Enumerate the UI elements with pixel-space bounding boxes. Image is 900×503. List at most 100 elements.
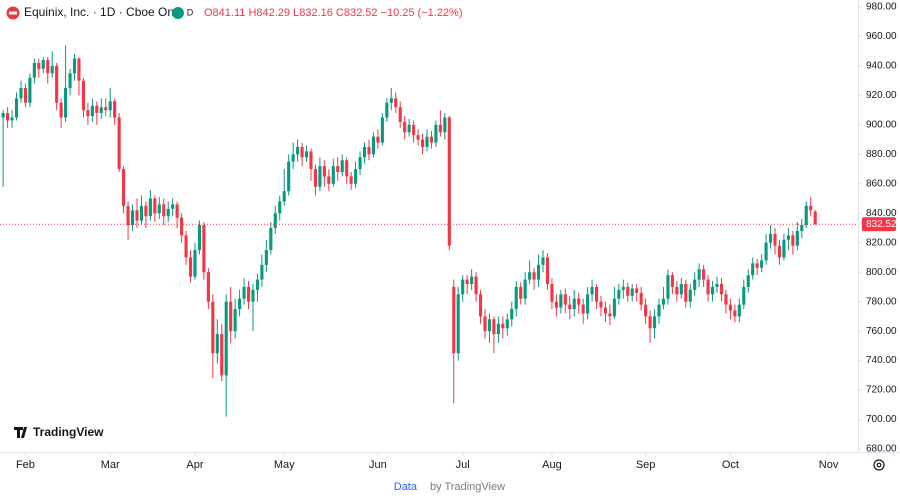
- candle-body: [215, 334, 219, 354]
- candle-body: [728, 304, 732, 311]
- candle-body: [715, 283, 719, 287]
- candle-body: [760, 260, 764, 268]
- x-tick-label: Aug: [542, 459, 562, 471]
- candle-body: [443, 117, 447, 133]
- candle-body: [139, 205, 143, 221]
- candle-body: [590, 286, 594, 295]
- y-tick-label: 820.00: [866, 237, 897, 248]
- badge: D: [187, 7, 194, 17]
- x-tick-label: Jul: [456, 459, 470, 471]
- candle-body: [117, 117, 121, 170]
- candle-body: [23, 88, 27, 103]
- candle-body: [425, 136, 429, 147]
- candle-body: [331, 166, 335, 184]
- candle-body: [99, 107, 103, 114]
- y-tick-label: 700.00: [866, 414, 897, 425]
- ohlc-legend: O841.11 H842.29 L832.16 C832.52 −10.25 (…: [204, 7, 463, 19]
- candle-body: [447, 117, 451, 246]
- candle-body: [652, 316, 657, 329]
- candle-body: [220, 334, 224, 376]
- candle-body: [10, 117, 14, 121]
- candle-body: [608, 313, 612, 317]
- candle-body: [635, 288, 639, 293]
- candle-body: [291, 154, 295, 162]
- candle-body: [46, 60, 50, 74]
- candle-body: [211, 301, 215, 354]
- candle-body: [184, 235, 188, 258]
- candle-body: [260, 264, 264, 280]
- candle-body: [122, 169, 126, 206]
- candle-body: [304, 151, 309, 158]
- candle-body: [706, 279, 710, 295]
- candle-body: [95, 105, 99, 114]
- candle-body: [804, 205, 808, 226]
- candle-body: [41, 60, 45, 69]
- candle-body: [380, 117, 384, 143]
- candle-body: [786, 235, 790, 240]
- candle-body: [206, 272, 210, 302]
- candle-body: [113, 101, 117, 118]
- candle-body: [568, 304, 572, 310]
- x-tick-label: Feb: [16, 459, 35, 471]
- y-tick-label: 960.00: [866, 31, 897, 42]
- candle-body: [456, 294, 460, 354]
- candle-body: [358, 157, 362, 170]
- candle-body: [394, 98, 398, 108]
- candle-body: [86, 110, 90, 117]
- x-tick-label: Apr: [186, 459, 203, 471]
- candle-body: [764, 242, 768, 261]
- settings-icon[interactable]: [873, 459, 885, 471]
- candle-body: [617, 289, 621, 299]
- candle-body: [282, 191, 286, 202]
- candle-body: [287, 161, 291, 192]
- candle-body: [755, 263, 759, 268]
- candle-body: [412, 124, 416, 136]
- candle-body: [461, 279, 465, 295]
- candle-body: [327, 176, 331, 184]
- candle-body: [586, 294, 590, 314]
- footer-link[interactable]: Data: [394, 481, 418, 493]
- candle-body: [166, 208, 170, 217]
- candle-body: [229, 301, 233, 332]
- candle-body: [809, 205, 813, 211]
- candle-body: [630, 288, 634, 296]
- candle-body: [724, 294, 728, 305]
- candle-body: [398, 107, 402, 122]
- candle-body: [50, 65, 54, 74]
- x-tick-label: Jun: [369, 459, 387, 471]
- candle-body: [626, 286, 630, 296]
- y-tick-label: 880.00: [866, 149, 897, 160]
- candle-body: [563, 294, 567, 305]
- candle-body: [371, 136, 376, 155]
- candle-body: [487, 319, 492, 332]
- candle-body: [188, 257, 193, 277]
- candle-body: [1, 113, 5, 118]
- y-tick-label: 760.00: [866, 326, 897, 337]
- candle-body: [648, 316, 652, 329]
- candle-body: [465, 279, 469, 284]
- y-tick-label: 840.00: [866, 208, 897, 219]
- candle-body: [532, 272, 536, 280]
- candle-body: [416, 135, 420, 140]
- candle-body: [483, 316, 487, 332]
- y-tick-label: 740.00: [866, 355, 897, 366]
- candle-body: [32, 62, 36, 78]
- candle-body: [621, 286, 625, 290]
- candle-body: [420, 139, 425, 147]
- y-tick-label: 900.00: [866, 120, 897, 131]
- symbol-title: Equinix, Inc. · 1D · Cboe One: [24, 5, 181, 19]
- x-tick-label: Oct: [722, 459, 739, 471]
- candle-body: [697, 269, 701, 280]
- candle-body: [354, 169, 358, 184]
- candle-body: [362, 146, 367, 158]
- candle-body: [751, 263, 755, 276]
- candle-body: [577, 298, 581, 305]
- candle-body: [77, 58, 81, 81]
- market-status: [172, 7, 184, 19]
- watermark-logo: [14, 427, 27, 438]
- candle-body: [264, 250, 268, 265]
- candle-body: [144, 205, 148, 217]
- candle-body: [153, 198, 157, 214]
- y-tick-label: 720.00: [866, 385, 897, 396]
- candle-body: [233, 309, 237, 332]
